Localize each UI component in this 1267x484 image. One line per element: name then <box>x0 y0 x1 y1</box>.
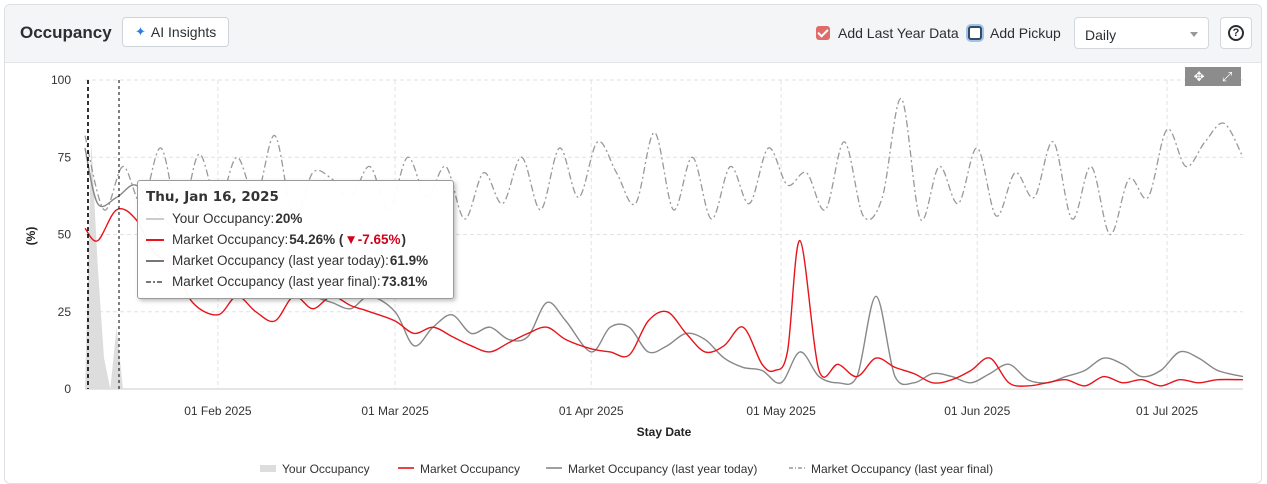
x-axis-title: Stay Date <box>637 425 692 439</box>
help-icon: ? <box>1228 25 1244 41</box>
x-tick-label: 01 Mar 2025 <box>361 404 429 418</box>
x-tick-label: 01 Feb 2025 <box>184 404 252 418</box>
x-tick-label: 01 Apr 2025 <box>559 404 624 418</box>
tooltip-ly-today-value: 61.9% <box>389 253 429 268</box>
legend-swatch <box>260 465 276 472</box>
tooltip-ly-today-label: Market Occupancy (last year today): <box>172 253 389 268</box>
tooltip-market-label: Market Occupancy: <box>172 232 289 247</box>
y-tick-label: 50 <box>58 228 72 242</box>
ai-insights-label: AI Insights <box>150 24 217 40</box>
granularity-select[interactable]: Daily <box>1074 17 1209 49</box>
fullscreen-icon[interactable]: ⤢ <box>1221 68 1233 84</box>
tooltip-your-label: Your Occupancy: <box>172 211 275 226</box>
ai-insights-button[interactable]: ✦ AI Insights <box>122 17 230 47</box>
x-tick-label: 01 Jun 2025 <box>944 404 1010 418</box>
series-market-occupancy-last-year-final <box>84 97 1244 236</box>
tooltip-market-value: 54.26% ( <box>289 232 344 247</box>
add-last-year-checkbox[interactable]: Add Last Year Data <box>816 25 959 41</box>
add-pickup-checkbox[interactable]: Add Pickup <box>968 25 1061 41</box>
tooltip-market-change: ▼-7.65% <box>344 232 401 247</box>
tooltip-swatch-ly-final <box>146 280 164 283</box>
chevron-down-icon <box>1190 32 1198 37</box>
legend-label: Market Occupancy <box>420 462 520 476</box>
x-tick-label: 01 May 2025 <box>746 404 816 418</box>
granularity-value: Daily <box>1085 27 1117 43</box>
tooltip-swatch-market <box>146 238 164 241</box>
y-tick-label: 75 <box>58 150 72 164</box>
tooltip-date: Thu, Jan 16, 2025 <box>146 189 279 205</box>
tooltip-row-ly-today: Market Occupancy (last year today): 61.9… <box>146 250 445 271</box>
add-last-year-label: Add Last Year Data <box>838 25 959 41</box>
tooltip-swatch-ly-today <box>146 259 164 262</box>
legend-label: Market Occupancy (last year final) <box>811 462 993 476</box>
tooltip-row-ly-final: Market Occupancy (last year final): 73.8… <box>146 271 445 292</box>
help-button[interactable]: ? <box>1220 17 1252 49</box>
tooltip-row-market: Market Occupancy: 54.26% (▼-7.65%) <box>146 229 445 250</box>
x-tick-label: 01 Jul 2025 <box>1136 404 1198 418</box>
legend: Your Occupancy Market Occupancy Market Occ… <box>260 462 993 476</box>
sparkle-icon: ✦ <box>135 24 146 39</box>
tooltip-ly-final-value: 73.81% <box>381 274 428 289</box>
add-pickup-label: Add Pickup <box>990 25 1061 41</box>
checkbox-checked-icon[interactable] <box>816 26 830 40</box>
series-your-occupancy <box>85 141 123 389</box>
y-tick-label: 100 <box>51 73 71 87</box>
tooltip-your-value: 20% <box>275 211 303 226</box>
tooltip-row-your: Your Occupancy: 20% <box>146 208 445 229</box>
y-axis: 0 25 50 75 100 <box>51 73 71 396</box>
legend-label: Market Occupancy (last year today) <box>568 462 757 476</box>
chart-controls: ✥ ⤢ <box>1185 67 1241 86</box>
x-axis: 01 Feb 2025 01 Mar 2025 01 Apr 2025 01 May … <box>184 404 1198 418</box>
y-tick-label: 25 <box>58 305 72 319</box>
card-header: Occupancy ✦ AI Insights Add Last Year Da… <box>5 5 1261 63</box>
series-market-occupancy <box>84 208 1244 387</box>
chart-tooltip: Thu, Jan 16, 2025 Your Occupancy: 20% Ma… <box>137 180 454 299</box>
tooltip-ly-final-label: Market Occupancy (last year final): <box>172 274 381 289</box>
page-title: Occupancy <box>20 23 112 42</box>
pan-icon[interactable]: ✥ <box>1193 68 1205 84</box>
y-axis-title: (%) <box>24 227 38 246</box>
y-tick-label: 0 <box>64 382 71 396</box>
legend-label: Your Occupancy <box>282 462 370 476</box>
checkbox-unchecked-icon[interactable] <box>968 26 982 40</box>
tooltip-swatch-your <box>146 217 164 220</box>
tooltip-market-close: ) <box>401 232 406 247</box>
